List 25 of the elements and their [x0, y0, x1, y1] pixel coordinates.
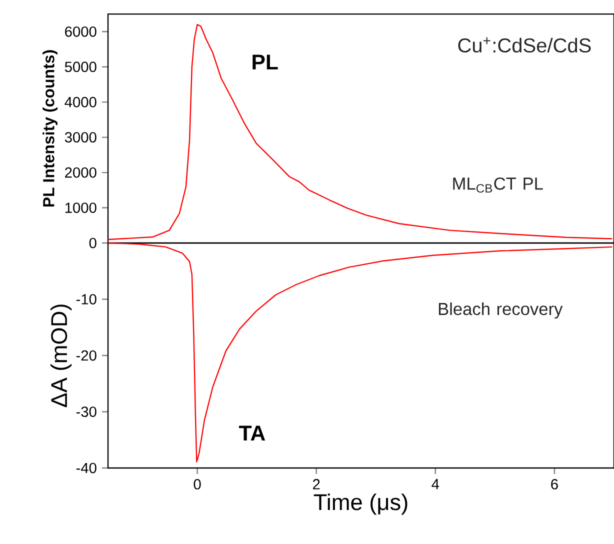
x-tick-label: 2 [313, 479, 320, 490]
y-tick-label: 0 [89, 238, 96, 248]
y-tick-label: 4000 [64, 96, 96, 108]
annotation: Bleach recovery [438, 302, 563, 319]
y-tick-label: 6000 [65, 26, 96, 37]
y-tick-label: -10 [76, 294, 96, 304]
y-axis-title: PL Intensity (counts) [42, 50, 58, 207]
series-label: PL [252, 54, 278, 70]
annotation: Cu$^{+}$:CdSe/CdS [458, 37, 591, 53]
y-tick-label: 5000 [64, 62, 96, 72]
x-tick-label: 6 [551, 479, 558, 490]
x-tick-label: 4 [432, 479, 440, 490]
y-tick-label: 3000 [64, 132, 96, 143]
y-tick-label: 2000 [65, 167, 96, 178]
annotation: ML$_{CB}$CT PL [453, 177, 543, 193]
y-tick-label: 1000 [65, 202, 96, 213]
x-tick-label: 0 [194, 479, 201, 490]
line-series [107, 242, 613, 462]
y-tick-label: -30 [76, 406, 96, 417]
x-axis-title: Time (μs) [314, 494, 408, 515]
series-label: TA [239, 426, 266, 440]
y-tick-label: -40 [76, 462, 96, 474]
y-axis-title: ΔA (mOD) [50, 304, 72, 408]
y-tick-label: -20 [76, 350, 96, 361]
line-series [107, 24, 613, 240]
